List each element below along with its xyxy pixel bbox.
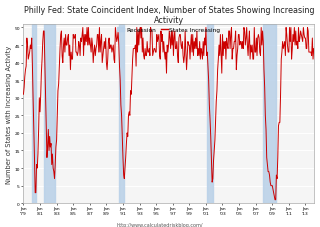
Bar — [119, 25, 124, 203]
Bar — [207, 25, 213, 203]
Legend: Recession, States Increasing: Recession, States Increasing — [117, 28, 220, 33]
Bar — [44, 25, 55, 203]
Y-axis label: Number of States with Increasing Activity: Number of States with Increasing Activit… — [5, 45, 12, 183]
Bar — [32, 25, 36, 203]
Bar — [263, 25, 276, 203]
Title: Philly Fed: State Coincident Index, Number of States Showing Increasing Activity: Philly Fed: State Coincident Index, Numb… — [24, 5, 314, 25]
Text: http://www.calculatedriskblog.com/: http://www.calculatedriskblog.com/ — [117, 222, 203, 227]
